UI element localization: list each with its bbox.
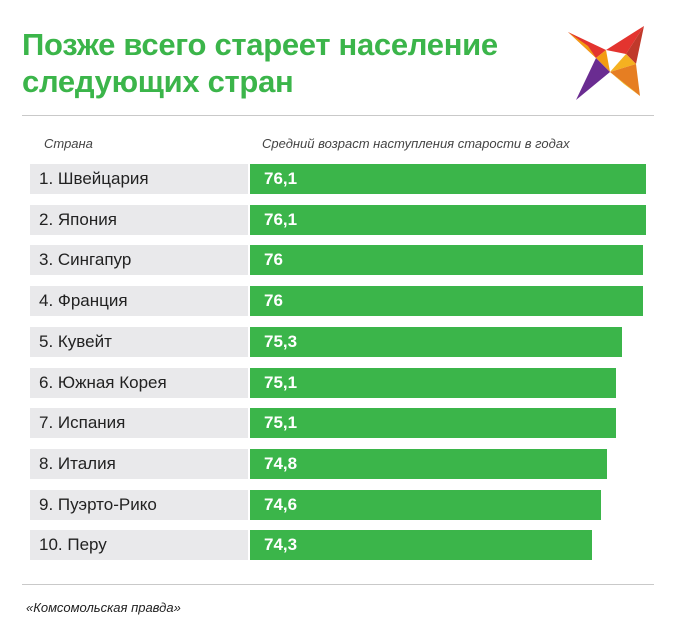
bar-value-label: 76: [264, 250, 283, 269]
bar-value-label: 75,1: [264, 413, 298, 432]
bar: [250, 449, 607, 479]
category-label-bg: [30, 368, 248, 398]
category-label-bg: [30, 449, 248, 479]
category-label: 2. Япония: [39, 210, 117, 229]
category-label: 3. Сингапур: [39, 250, 132, 269]
top-divider: [22, 115, 654, 116]
source-credit: «Комсомольская правда»: [26, 600, 181, 615]
category-label: 6. Южная Корея: [39, 373, 167, 392]
bottom-divider: [22, 584, 654, 585]
category-label-bg: [30, 327, 248, 357]
bar-value-label: 75,3: [264, 332, 298, 351]
category-label-bg: [30, 205, 248, 235]
page-title: Позже всего стареет население следующих …: [22, 27, 498, 99]
category-label-bg: [30, 164, 248, 194]
category-label: 4. Франция: [39, 291, 128, 310]
bar-value-label: 75,1: [264, 373, 298, 392]
category-label: 1. Швейцария: [39, 169, 149, 188]
category-label-bg: [30, 530, 248, 560]
bar: [250, 327, 622, 357]
bar: [250, 530, 592, 560]
bar: [250, 490, 601, 520]
bar-value-label: 76: [264, 291, 283, 310]
bar: [250, 286, 643, 316]
bar: [250, 408, 616, 438]
category-label-bg: [30, 245, 248, 275]
country-column-header: Страна: [44, 136, 93, 151]
category-label: 10. Перу: [39, 535, 107, 554]
bar: [250, 245, 643, 275]
bar-value-label: 76,1: [264, 210, 298, 229]
category-label: 9. Пуэрто-Рико: [39, 495, 157, 514]
swallow-logo-icon: [568, 26, 644, 100]
bar: [250, 368, 616, 398]
bar-value-label: 74,3: [264, 535, 298, 554]
category-label-bg: [30, 490, 248, 520]
category-label: 7. Испания: [39, 413, 126, 432]
category-label: 5. Кувейт: [39, 332, 112, 351]
category-label-bg: [30, 286, 248, 316]
bar: [250, 164, 646, 194]
category-label: 8. Италия: [39, 454, 116, 473]
bar: [250, 205, 646, 235]
value-column-header: Средний возраст наступления старости в г…: [262, 136, 570, 151]
bar-value-label: 76,1: [264, 169, 298, 188]
bar-value-label: 74,8: [264, 454, 298, 473]
bar-value-label: 74,6: [264, 495, 298, 514]
category-label-bg: [30, 408, 248, 438]
